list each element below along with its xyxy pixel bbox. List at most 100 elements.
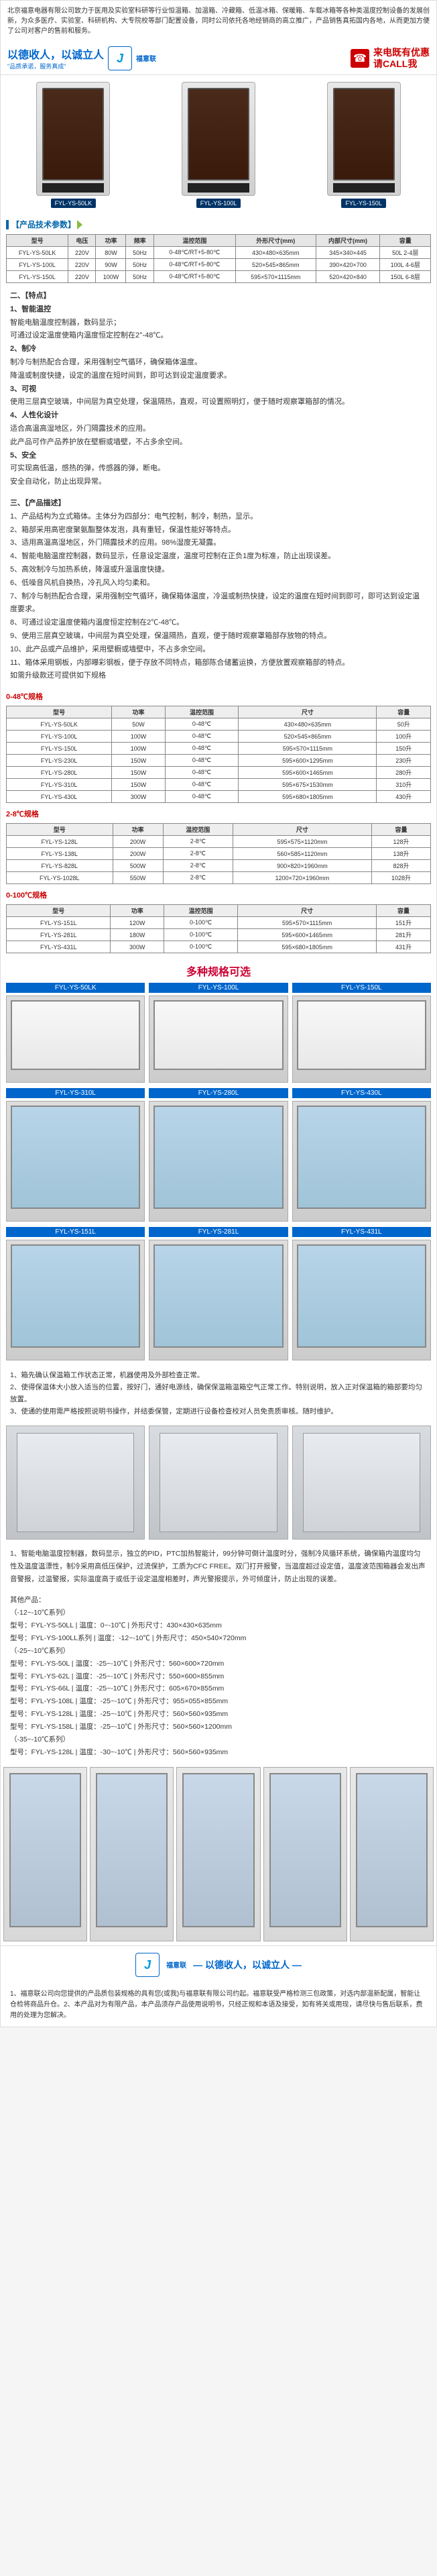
product-desc: 三、【产品描述】 1、产品结构为立式箱体。主体分为四部分：电气控制，制冷，制热，… (1, 493, 436, 687)
table-header: 容量 (377, 706, 431, 718)
table-cell: 50升 (377, 718, 431, 731)
table-row: FYL-YS-281L180W0-100℃595×600×1465mm281升 (7, 929, 431, 941)
product-grid-b: FYL-YS-310L FYL-YS-280L FYL-YS-430L (1, 1088, 436, 1227)
table-cell: 151升 (377, 917, 431, 929)
table-cell: FYL-YS-50LK (7, 247, 68, 259)
series-name: （-35~-10℃系列） (10, 1733, 427, 1746)
product-photo (149, 1426, 288, 1540)
table-header: 温控范围 (153, 235, 235, 247)
table-cell: FYL-YS-1028L (7, 872, 113, 884)
features-block: 二、【特点】 1、智能温控智能电脑温度控制器，数码显示；可通过设定温度使箱内温度… (1, 286, 436, 493)
spec-desc: 1、智能电脑温度控制器，数码显示，独立的PID，PTC加热智能计，99分钟可倒计… (1, 1544, 436, 1590)
slogan-block: 以德收人，以诚立人 "品质承诺，服务真成" (7, 46, 104, 70)
table-cell: 390×420×700 (316, 259, 380, 271)
table-header: 容量 (377, 905, 431, 917)
product-label: FYL-YS-151L (6, 1227, 145, 1237)
table-cell: 120W (111, 917, 164, 929)
table-row: FYL-YS-100L220V90W50Hz0-48℃/RT+5-80℃520×… (7, 259, 431, 271)
slogan-main: 以德收人，以诚立人 (7, 46, 104, 62)
product-label: FYL-YS-281L (149, 1227, 288, 1237)
product-photo (6, 1426, 145, 1540)
feature-line: 安全自动化，防止出现异常。 (10, 476, 427, 489)
desc-line: 8、可通过设定温度使箱内温度恒定控制在2℃-48℃。 (10, 616, 427, 630)
top-banner: 以德收人，以诚立人 "品质承诺，服务真成" J 福意联 ☎ 来电既有优惠 请CA… (1, 42, 436, 75)
fridge-image (292, 1101, 431, 1222)
other-title: 其他产品： (10, 1594, 427, 1607)
desc-line: 1、产品结构为立式箱体。主体分为四部分：电气控制，制冷，制热，显示。 (10, 511, 427, 524)
red-title-2: 2-8℃规格 (6, 808, 431, 819)
table-row: FYL-YS-128L200W2-8℃595×575×1120mm128升 (7, 836, 431, 848)
product-cell: FYL-YS-310L (6, 1088, 145, 1222)
table-cell: FYL-YS-128L (7, 836, 113, 848)
table-cell: 50Hz (126, 271, 153, 283)
table-cell: 900×820×1960mm (233, 860, 371, 872)
fridge-image (263, 1767, 347, 1941)
fridge-image (3, 1767, 87, 1941)
usage-line: 3、使通的使用需严格按照说明书操作，并结委保管，定期进行设备检查校对人员免责质审… (10, 1406, 427, 1418)
feature-line: 使用三层真空玻璃，中间层为真空处理，保温隔热，直观，可设置照明灯，便于随时观察罩… (10, 396, 427, 409)
table-cell: 1028升 (372, 872, 431, 884)
table-cell: FYL-YS-150L (7, 743, 112, 755)
multi-spec-title: 多种规格可选 (1, 959, 436, 983)
series-row: 型号：FYL-YS-158L | 温度：-25~-10℃ | 外形尺寸：560×… (10, 1721, 427, 1733)
table-cell: 0-48℃ (165, 779, 239, 791)
table-row: FYL-YS-138L200W2-8℃560×585×1120mm138升 (7, 848, 431, 860)
table-cell: 80W (96, 247, 126, 259)
feature-line: 可通过设定温度使箱内温度恒定控制在2°-48℃。 (10, 329, 427, 343)
table-cell: 595×570×1115mm (239, 743, 377, 755)
table-cell: 100W (112, 743, 165, 755)
table-row: FYL-YS-828L500W2-8℃900×820×1960mm828升 (7, 860, 431, 872)
product-cell: FYL-YS-50LK (6, 983, 145, 1083)
intro-text: 北京福意电器有限公司致力于医用及实验室科研等行业恒温箱、加温箱、冷藏箱、低温冰箱… (1, 1, 436, 42)
table-header: 温控范围 (164, 905, 238, 917)
phone-icon: ☎ (351, 49, 369, 68)
table-cell: 100升 (377, 731, 431, 743)
series-row: 型号：FYL-YS-128L | 温度：-30~-10℃ | 外形尺寸：560×… (10, 1746, 427, 1759)
table-header: 型号 (7, 905, 111, 917)
fridge-image (350, 1767, 434, 1941)
table-cell: 595×600×1295mm (239, 755, 377, 767)
table-cell: FYL-YS-430L (7, 791, 112, 803)
table-row: FYL-YS-50LK220V80W50Hz0-48℃/RT+5-80℃430×… (7, 247, 431, 259)
table-cell: 300W (111, 941, 164, 953)
product-photo (292, 1426, 431, 1540)
table-cell: FYL-YS-230L (7, 755, 112, 767)
table-cell: 150W (112, 767, 165, 779)
series-name: （-25~-10℃系列） (10, 1645, 427, 1658)
feature-line: 制冷与制热配合合理，采用强制空气循环，确保箱体温度。 (10, 356, 427, 370)
table-cell: 220V (68, 271, 96, 283)
table-cell: 1200×720×1960mm (233, 872, 371, 884)
table-row: FYL-YS-150L220V100W50Hz0-48℃/RT+5-80℃595… (7, 271, 431, 283)
desc-line: 7、制冷与制热配合合理，采用强制空气循环，确保箱体温度，冷温或制热快捷，设定的温… (10, 590, 427, 617)
table-cell: 0-100℃ (164, 941, 238, 953)
series-row: 型号：FYL-YS-50L | 温度：-25~-10℃ | 外形尺寸：560×6… (10, 1658, 427, 1670)
table-cell: 100W (96, 271, 126, 283)
table-cell: 2-8℃ (163, 836, 233, 848)
product-label: FYL-YS-100L (149, 983, 288, 993)
table-cell: 280升 (377, 767, 431, 779)
product-label: FYL-YS-280L (149, 1088, 288, 1098)
desc-line: 9、使用三层真空玻璃，中间层为真空处理，保温隔热，直观，便于随时观察罩箱部存放物… (10, 630, 427, 643)
table-header: 容量 (372, 824, 431, 836)
table-header: 功率 (96, 235, 126, 247)
table-row: FYL-YS-50LK50W0-48℃430×480×635mm50升 (7, 718, 431, 731)
mini-table-3: 型号功率温控范围尺寸容量FYL-YS-151L120W0-100℃595×570… (6, 904, 431, 953)
feature-line: 降温或制度快捷，设定的温度在短时间到，即可达到设定温度要求。 (10, 370, 427, 383)
series-name: （-12~-10℃系列） (10, 1607, 427, 1619)
spec-table: 型号电压功率频率温控范围外形尺寸(mm)内部尺寸(mm)容量 FYL-YS-50… (6, 234, 431, 283)
desc-line: 3、适用高温高湿地区，外门隔露技术的应用。98%湿度无凝露。 (10, 537, 427, 550)
table-cell: 595×570×1115mm (238, 917, 377, 929)
feature-line: 此产品可作产品养护放在壁橱或墙壁，不占多余空间。 (10, 436, 427, 449)
table-row: FYL-YS-1028L550W2-8℃1200×720×1960mm1028升 (7, 872, 431, 884)
product-cell: FYL-YS-430L (292, 1088, 431, 1222)
fridge-image (182, 82, 255, 196)
table-cell: 100L 4-6层 (380, 259, 431, 271)
product-grid-c: FYL-YS-151LFYL-YS-281LFYL-YS-431L (1, 1227, 436, 1366)
fridge-image (6, 1240, 145, 1360)
features-title: 二、【特点】 (10, 290, 427, 303)
table-cell: 310升 (377, 779, 431, 791)
fridge-image (6, 996, 145, 1083)
table-cell: 220V (68, 259, 96, 271)
feature-heading: 4、人性化设计 (10, 409, 427, 423)
table-header: 频率 (126, 235, 153, 247)
